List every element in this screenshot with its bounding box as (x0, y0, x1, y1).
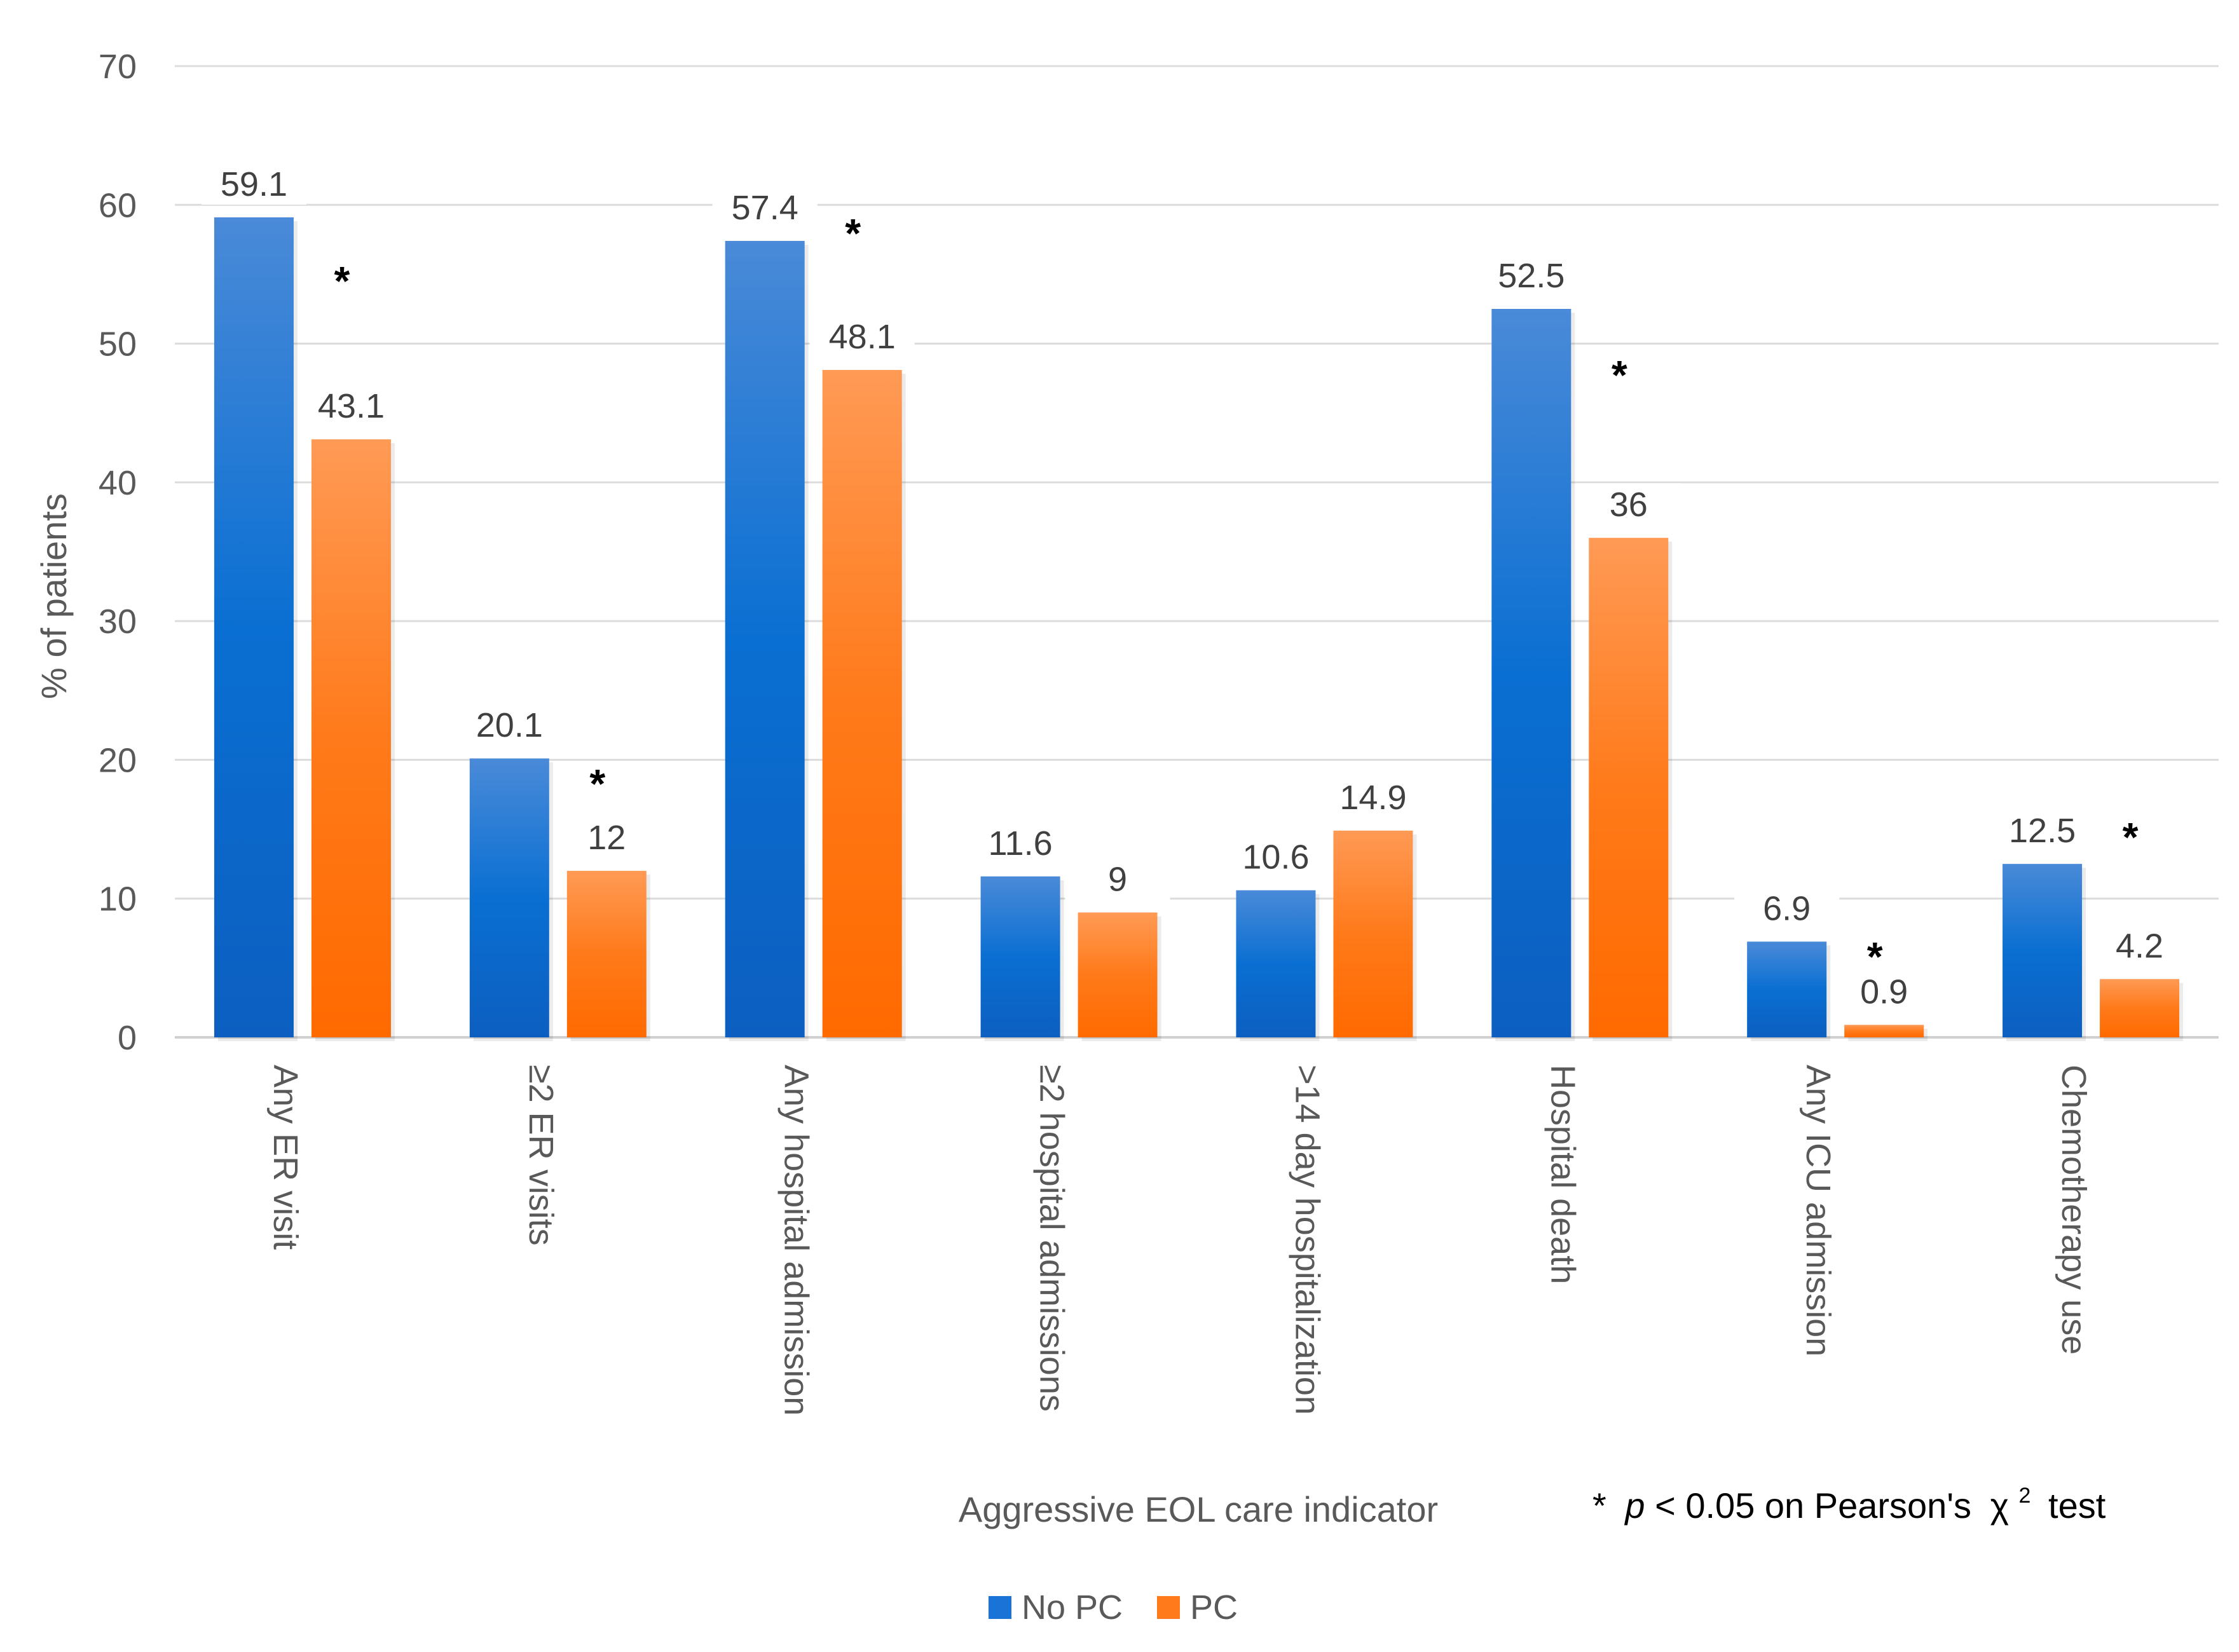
data-label-bg (201, 162, 306, 205)
bar-pc (1333, 830, 1413, 1037)
bar-pc (822, 370, 902, 1038)
data-label-bg (1832, 970, 1937, 1013)
data-label-bg (1734, 887, 1840, 929)
x-tick-label: Any hospital admission (777, 1065, 816, 1416)
data-label-bg (298, 385, 404, 427)
data-label-bg (809, 315, 915, 358)
x-axis-title: Aggressive EOL care indicator (959, 1489, 1438, 1529)
x-tick-label: ≥2 hospital admissions (1033, 1065, 1071, 1412)
bar-no-pc (1236, 890, 1316, 1037)
data-label: 59.1 (221, 165, 287, 203)
footnote-chi: χ (1990, 1485, 2009, 1526)
data-label-bg (554, 816, 659, 859)
data-label: 36 (1610, 486, 1648, 524)
footnote-p: p (1624, 1485, 1645, 1526)
data-label: 43.1 (318, 387, 385, 425)
data-label: 20.1 (476, 706, 543, 744)
bar-pc (1589, 538, 1669, 1037)
significance-marker: * (1612, 352, 1627, 398)
footnote-superscript: 2 (2019, 1484, 2031, 1508)
bar-no-pc (214, 217, 294, 1038)
significance-marker: * (2123, 814, 2139, 860)
data-label: 12 (587, 819, 626, 857)
data-label-bg (1990, 809, 2095, 852)
bar-no-pc (725, 241, 805, 1037)
data-label-bg (1576, 483, 1681, 526)
data-label: 9 (1108, 861, 1127, 899)
x-tick-label: Any ICU admission (1799, 1065, 1837, 1356)
significance-marker: * (589, 761, 605, 807)
y-axis-title: % of patients (34, 493, 74, 699)
bar-pc (2100, 979, 2180, 1037)
x-axis-category-labels: Any ER visit ≥2 ER visits Any hospital adm… (266, 1065, 2093, 1416)
y-tick-label: 20 (99, 741, 137, 779)
x-tick-label: Any ER visit (266, 1065, 305, 1250)
data-label-bg (1320, 775, 1426, 818)
data-label: 12.5 (2009, 812, 2076, 850)
bar-no-pc (980, 876, 1060, 1037)
legend-swatch-no-pc (989, 1596, 1011, 1619)
significance-footnote: * p < 0.05 on Pearson's χ 2 test (1592, 1470, 2106, 1526)
data-label: 11.6 (989, 824, 1053, 863)
bar-no-pc (1747, 941, 1827, 1037)
y-tick-label: 30 (99, 603, 137, 641)
data-label: 6.9 (1763, 889, 1811, 927)
x-tick-label: ≥2 ER visits (522, 1065, 560, 1246)
data-label-bg (456, 704, 562, 746)
x-tick-label: Chemotherapy use (2055, 1065, 2093, 1355)
data-label: 4.2 (2116, 927, 2163, 965)
data-label-bg (2087, 924, 2193, 967)
data-label-bg (1065, 857, 1170, 900)
x-tick-label: >14 day hospitalization (1288, 1065, 1326, 1415)
y-tick-label: 60 (99, 186, 137, 224)
data-label-bg (1479, 254, 1584, 296)
data-label: 48.1 (829, 318, 896, 356)
y-axis-ticks: 0 10 20 30 40 50 60 70 (99, 48, 137, 1057)
y-tick-label: 10 (99, 880, 137, 918)
legend-swatch-pc (1157, 1596, 1180, 1619)
bars (214, 217, 2184, 1042)
y-tick-label: 70 (99, 48, 137, 86)
footnote-text: < 0.05 on Pearson's (1655, 1485, 1971, 1526)
x-tick-label: Hospital death (1544, 1065, 1582, 1284)
footnote-test: test (2048, 1485, 2106, 1526)
data-label-bg (1223, 835, 1329, 878)
legend-label: PC (1190, 1588, 1238, 1627)
bar-no-pc (469, 758, 549, 1037)
bar-pc (566, 871, 647, 1037)
significance-marker: * (334, 258, 350, 304)
data-label: 57.4 (732, 189, 798, 227)
significance-marker: * (1867, 934, 1883, 980)
y-tick-label: 50 (99, 325, 137, 364)
bar-pc (1078, 912, 1158, 1037)
y-tick-label: 40 (99, 464, 137, 502)
y-tick-label: 0 (118, 1019, 137, 1057)
bar-pc (1844, 1025, 1924, 1037)
data-label: 10.6 (1242, 838, 1309, 877)
bar-no-pc (2003, 864, 2083, 1037)
data-label: 52.5 (1498, 257, 1565, 295)
significance-marker: * (845, 210, 861, 256)
data-label-bg (968, 821, 1073, 864)
legend: No PC PC (989, 1588, 1238, 1627)
bar-no-pc (1491, 309, 1571, 1037)
footnote-star: * (1592, 1485, 1606, 1526)
legend-label: No PC (1022, 1588, 1123, 1627)
data-label: 14.9 (1339, 779, 1406, 817)
data-labels: 59.1 43.1 * 20.1 12 * 57.4 48.1 * 11.6 9 10.6 14.9 52… (201, 162, 2193, 1013)
data-label: 0.9 (1860, 973, 1908, 1011)
data-label-bg (712, 186, 818, 229)
bar-pc (311, 439, 391, 1037)
